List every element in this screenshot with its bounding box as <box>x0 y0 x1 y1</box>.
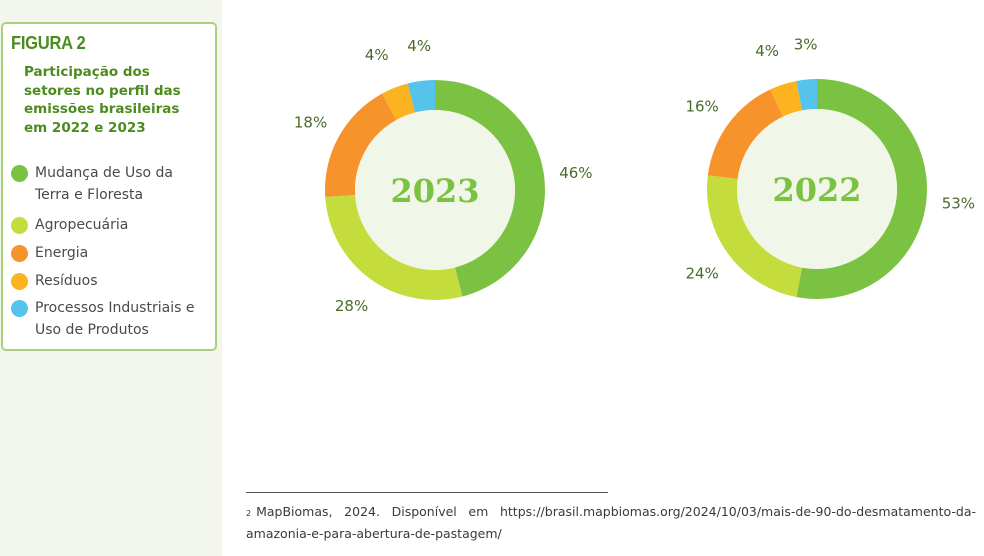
legend-swatch <box>11 245 28 262</box>
footnote: 2 MapBiomas, 2024. Disponível em https://… <box>246 501 976 545</box>
donut-slice <box>407 80 435 113</box>
donut-slice <box>796 79 927 300</box>
legend-label: Processos Industriais e Uso de Produtos <box>35 300 195 338</box>
legend-label: Energia <box>35 245 89 261</box>
slice-percent-label: 28% <box>335 297 368 315</box>
donut-slice <box>435 80 545 297</box>
slice-percent-label: 53% <box>942 194 975 212</box>
legend-swatch <box>11 165 28 182</box>
donut-hole <box>355 110 515 270</box>
legend-swatch <box>11 300 28 317</box>
donut-chart-2022: 53% 24% 16% 4% 3% 2022 <box>685 36 975 300</box>
legend-label: Agropecuária <box>35 217 129 233</box>
legend-swatch <box>11 273 28 290</box>
legend-label: Resíduos <box>35 273 98 289</box>
donut-slice <box>796 79 817 111</box>
footnote-number: 2 <box>246 509 252 518</box>
slice-percent-label: 18% <box>294 114 327 132</box>
slice-percent-label: 4% <box>407 37 431 55</box>
donut-slice <box>325 93 397 197</box>
slice-percent-label: 4% <box>365 46 389 64</box>
slice-percent-label: 24% <box>685 264 718 282</box>
donut-chart-2023: 46% 28% 18% 4% 4% 2023 <box>294 37 593 315</box>
donut-slice <box>770 80 803 117</box>
donut-slice <box>707 89 783 179</box>
donut-hole <box>737 109 897 269</box>
footnote-divider <box>246 492 608 493</box>
center-year-label: 2022 <box>772 171 861 209</box>
legend-swatch <box>11 217 28 234</box>
donut-slice <box>707 175 803 298</box>
slice-percent-label: 3% <box>794 36 818 54</box>
slice-percent-label: 46% <box>559 164 592 182</box>
footnote-text: MapBiomas, 2024. Disponível em https://b… <box>246 504 976 541</box>
figure-title: Participação dos setores no perfil das e… <box>24 64 181 136</box>
donut-charts: 46% 28% 18% 4% 4% 2023 53% 24% 16% 4% 3% 2022 <box>294 36 975 315</box>
slice-percent-label: 4% <box>755 42 779 60</box>
figure-label: FIGURA 2 <box>11 33 86 53</box>
legend-box <box>1 22 217 351</box>
slice-percent-label: 16% <box>685 98 718 116</box>
legend-label: Mudança de Uso da Terra e Floresta <box>35 165 173 203</box>
center-year-label: 2023 <box>390 172 479 210</box>
donut-slice <box>382 83 416 120</box>
donut-slice <box>325 195 463 301</box>
